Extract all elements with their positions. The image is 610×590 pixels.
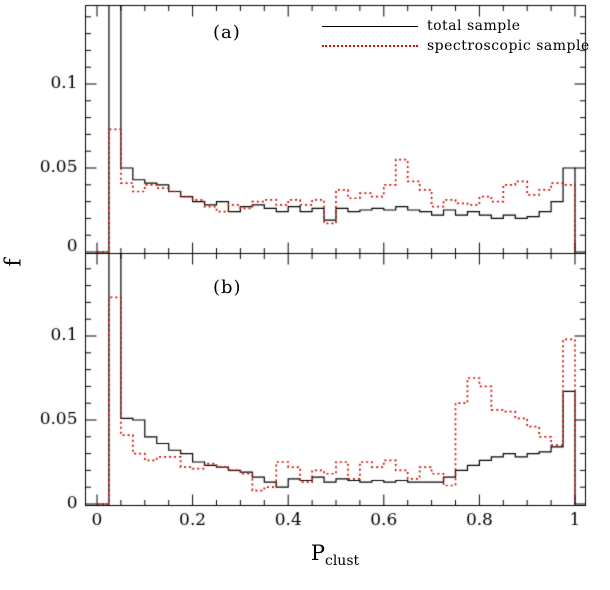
x-axis-label: Pclust <box>60 541 610 569</box>
total-sample-line-swatch <box>322 25 418 27</box>
panel-a-label: (a) <box>213 22 241 43</box>
legend: total sample spectroscopic sample <box>322 16 590 56</box>
x-axis-label-subscript: clust <box>324 553 360 570</box>
x-axis-label-base: P <box>310 541 325 565</box>
y-axis-label: f <box>1 258 27 267</box>
legend-label-spectroscopic: spectroscopic sample <box>427 38 590 54</box>
panel-b-label: (b) <box>213 277 242 298</box>
legend-row-spectroscopic: spectroscopic sample <box>322 36 590 56</box>
legend-row-total: total sample <box>322 16 590 36</box>
legend-label-total: total sample <box>427 18 521 34</box>
spectroscopic-sample-line-swatch <box>322 45 418 47</box>
